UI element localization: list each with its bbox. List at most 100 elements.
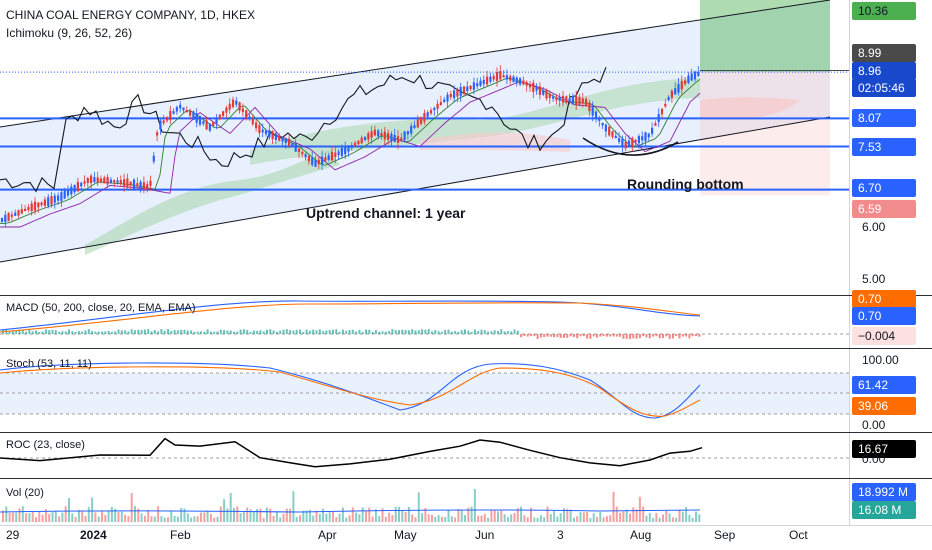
- macd-histogram-bar: [596, 334, 598, 338]
- pane-separator: [0, 295, 932, 296]
- volume-bar: [490, 510, 493, 522]
- price-tag-stop: 6.59: [852, 200, 916, 218]
- volume-bar: [457, 508, 460, 522]
- macd-histogram-bar: [335, 329, 338, 334]
- macd-histogram-bar: [685, 334, 688, 337]
- candle-body: [304, 154, 307, 158]
- candle-body: [495, 71, 499, 81]
- volume-bar: [266, 507, 268, 522]
- candle-body: [43, 199, 46, 206]
- macd-histogram-bar: [226, 330, 229, 334]
- macd-histogram-bar: [605, 334, 608, 337]
- macd-histogram-bar: [549, 334, 552, 337]
- macd-histogram-bar: [625, 334, 628, 339]
- indicator-legend-ichimoku[interactable]: Ichimoku (9, 26, 52, 26): [6, 26, 133, 40]
- macd-histogram-bar: [299, 329, 301, 334]
- candle-body: [383, 131, 386, 140]
- candle-body: [17, 209, 20, 216]
- macd-line: [0, 300, 701, 331]
- candle-body: [608, 126, 611, 136]
- candle-body: [248, 116, 251, 120]
- base-line: [0, 80, 701, 228]
- candle-body: [558, 97, 561, 101]
- candle-body: [149, 180, 152, 186]
- volume-bar: [213, 517, 216, 522]
- candle-body: [86, 178, 89, 183]
- macd-histogram-bar: [38, 331, 41, 334]
- candle-body: [264, 130, 268, 135]
- macd-legend[interactable]: MACD (50, 200, close, 20, EMA, EMA): [6, 302, 196, 314]
- candle-body: [677, 83, 680, 93]
- volume-bar: [434, 516, 437, 522]
- volume-bar: [219, 506, 222, 522]
- stoch-band: [0, 373, 849, 414]
- volume-bar: [572, 517, 575, 522]
- macd-histogram-bar: [140, 329, 143, 334]
- volume-bar: [381, 508, 384, 522]
- volume-bar: [18, 508, 21, 522]
- macd-histogram-bar: [543, 334, 546, 338]
- macd-histogram-bar: [609, 334, 612, 337]
- vol-legend[interactable]: Vol (20): [6, 487, 44, 499]
- candle-body: [697, 71, 700, 76]
- stoch-legend[interactable]: Stoch (53, 11, 11): [6, 358, 92, 370]
- macd-histogram-bar: [483, 330, 486, 334]
- candle-body: [106, 176, 109, 185]
- macd-histogram-bar: [266, 329, 268, 334]
- volume-bar: [74, 516, 77, 522]
- volume-bar: [77, 509, 80, 522]
- volume-bar: [130, 492, 133, 522]
- volume-bar: [101, 511, 103, 522]
- candle-body: [420, 117, 423, 124]
- volume-bar: [464, 515, 466, 522]
- volume-bar: [516, 508, 519, 522]
- candle-body: [548, 93, 551, 99]
- candle-body: [66, 189, 70, 196]
- volume-bar: [233, 508, 235, 522]
- macd-histogram-bar: [450, 331, 453, 334]
- volume-bar: [388, 512, 391, 522]
- candle-body: [139, 181, 142, 189]
- macd-histogram-bar: [530, 334, 532, 337]
- candle-body: [271, 131, 274, 140]
- candle-body: [24, 208, 27, 211]
- volume-bar: [318, 513, 321, 522]
- price-tag-countdown: 02:05:46: [852, 79, 916, 97]
- macd-histogram-bar: [378, 331, 381, 334]
- roc-legend[interactable]: ROC (23, close): [6, 439, 85, 451]
- candle-body: [591, 106, 594, 116]
- volume-bar: [249, 509, 252, 522]
- candle-body: [311, 157, 314, 165]
- macd-histogram-bar: [464, 329, 466, 334]
- candle-body: [545, 89, 548, 99]
- candle-body: [436, 103, 439, 109]
- macd-histogram-bar: [487, 331, 490, 334]
- volume-bar: [586, 511, 589, 522]
- candle-body: [354, 142, 357, 147]
- volume-bar: [8, 512, 11, 522]
- macd-histogram-bar: [355, 331, 358, 334]
- x-axis-label: Aug: [630, 528, 652, 542]
- candle-body: [456, 89, 459, 97]
- stoch-k-line: [0, 362, 701, 419]
- macd-histogram-bar: [328, 330, 331, 334]
- macd-histogram-bar: [176, 330, 179, 334]
- macd-histogram-bar: [163, 330, 166, 334]
- macd-histogram-bar: [150, 331, 153, 334]
- volume-bar: [411, 514, 414, 522]
- volume-bar: [31, 511, 34, 522]
- macd-histogram-bar: [539, 334, 542, 338]
- candle-body: [198, 115, 202, 125]
- candle-body: [208, 123, 211, 131]
- candle-body: [674, 88, 677, 95]
- volume-bar: [668, 513, 671, 522]
- volume-bar: [328, 512, 331, 522]
- macd-histogram-bar: [411, 329, 414, 334]
- volume-bar: [302, 510, 305, 522]
- candle-body: [406, 131, 409, 135]
- volume-bar: [246, 507, 249, 522]
- candle-body: [462, 86, 466, 94]
- macd-histogram-bar: [203, 331, 206, 334]
